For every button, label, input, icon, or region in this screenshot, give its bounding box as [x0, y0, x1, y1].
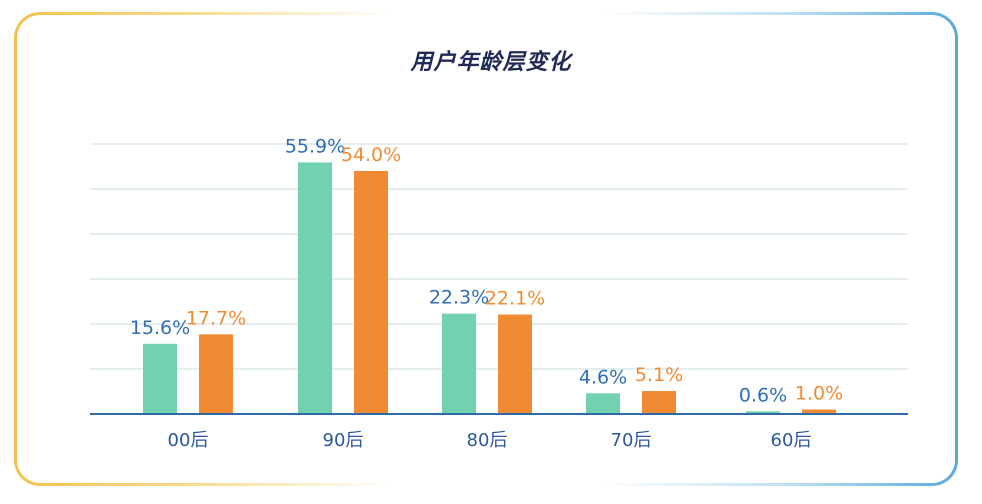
x-tick-label-0: 00后 — [168, 430, 209, 451]
data-label-series1-3: 4.6% — [579, 366, 627, 388]
bar-series1-2 — [442, 313, 476, 414]
bar-series1-1 — [298, 162, 332, 414]
bar-series2-0 — [199, 334, 233, 414]
bar-series2-1 — [354, 171, 388, 414]
x-tick-label-4: 60后 — [771, 430, 812, 451]
data-label-series2-0: 17.7% — [186, 307, 246, 329]
bar-series1-4 — [746, 411, 780, 414]
data-label-series2-4: 1.0% — [795, 383, 843, 405]
data-label-series1-4: 0.6% — [739, 384, 787, 406]
x-tick-label-3: 70后 — [611, 430, 652, 451]
data-label-series2-2: 22.1% — [485, 288, 545, 310]
x-tick-label-2: 80后 — [467, 430, 508, 451]
data-label-series2-1: 54.0% — [341, 144, 401, 166]
data-label-series1-0: 15.6% — [130, 317, 190, 339]
bar-series1-0 — [143, 343, 177, 414]
bar-series1-3 — [586, 393, 620, 414]
x-tick-label-1: 90后 — [323, 430, 364, 451]
data-label-series2-3: 5.1% — [635, 364, 683, 386]
bar-series2-3 — [642, 391, 676, 414]
bar-series2-2 — [498, 314, 532, 414]
data-label-series1-2: 22.3% — [429, 287, 489, 309]
data-label-series1-1: 55.9% — [285, 135, 345, 157]
chart-title: 用户年龄层变化 — [410, 50, 572, 75]
bar-series2-4 — [802, 409, 836, 414]
